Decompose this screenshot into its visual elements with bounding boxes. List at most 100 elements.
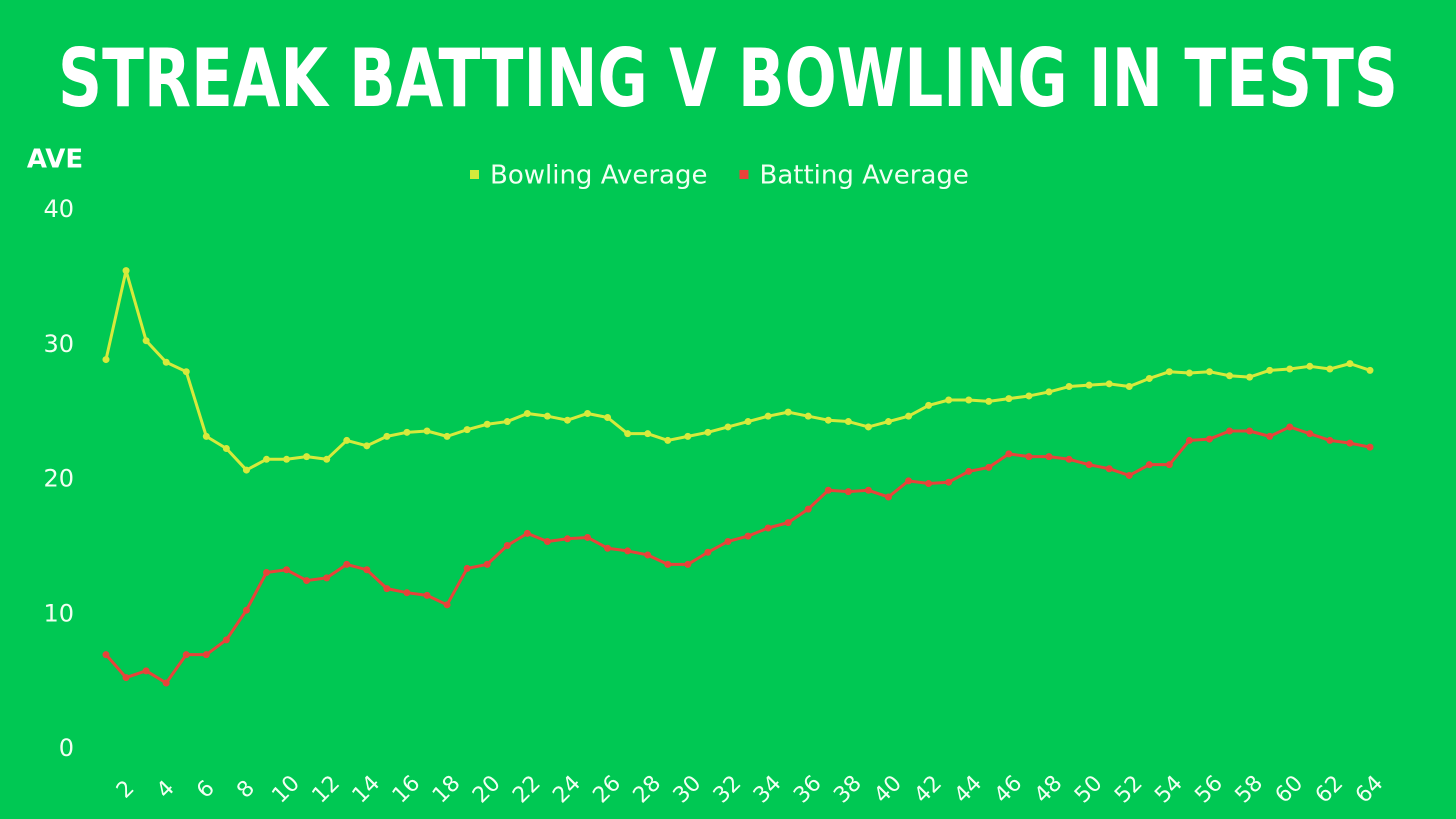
data-point xyxy=(1005,395,1013,403)
data-point xyxy=(483,560,491,568)
data-point xyxy=(543,412,551,420)
y-tick-label: 20 xyxy=(43,465,74,493)
data-point xyxy=(222,636,230,644)
data-point xyxy=(704,548,712,556)
data-point xyxy=(1346,360,1354,368)
data-point xyxy=(523,409,531,417)
data-point xyxy=(1005,450,1013,458)
y-tick-label: 40 xyxy=(43,195,74,223)
data-point xyxy=(122,674,130,682)
data-point xyxy=(343,560,351,568)
data-point xyxy=(1286,423,1294,431)
data-point xyxy=(1085,461,1093,469)
data-point xyxy=(1025,392,1033,400)
data-point xyxy=(1165,368,1173,376)
data-point xyxy=(1286,365,1294,373)
data-point xyxy=(303,453,311,461)
data-point xyxy=(423,591,431,599)
data-point xyxy=(764,524,772,532)
data-point xyxy=(503,418,511,426)
data-point xyxy=(1145,374,1153,382)
data-point xyxy=(1045,453,1053,461)
data-point xyxy=(884,418,892,426)
data-point xyxy=(884,493,892,501)
data-point xyxy=(1065,455,1073,463)
data-point xyxy=(1085,381,1093,389)
data-point xyxy=(403,589,411,597)
data-point xyxy=(102,356,110,364)
data-point xyxy=(824,486,832,494)
data-point xyxy=(523,529,531,537)
data-point xyxy=(844,488,852,496)
data-point xyxy=(1165,461,1173,469)
data-point xyxy=(1105,465,1113,473)
data-point xyxy=(724,537,732,545)
data-point xyxy=(604,414,612,422)
data-point xyxy=(684,432,692,440)
data-point xyxy=(323,574,331,582)
data-point xyxy=(724,423,732,431)
data-point xyxy=(925,401,933,409)
data-point xyxy=(102,651,110,659)
data-point xyxy=(1045,388,1053,396)
data-point xyxy=(563,535,571,543)
data-point xyxy=(1266,432,1274,440)
data-point xyxy=(664,560,672,568)
data-point xyxy=(242,466,250,474)
series-line xyxy=(104,269,1371,472)
data-point xyxy=(202,651,210,659)
data-point xyxy=(463,564,471,572)
legend-marker xyxy=(739,170,749,179)
data-point xyxy=(1366,443,1374,451)
data-point xyxy=(1326,436,1334,444)
data-point xyxy=(1306,362,1314,370)
data-point xyxy=(202,432,210,440)
data-point xyxy=(764,412,772,420)
data-point xyxy=(584,533,592,541)
data-point xyxy=(303,577,311,585)
data-point xyxy=(604,544,612,552)
data-point xyxy=(644,430,652,438)
data-point xyxy=(624,430,632,438)
series-line xyxy=(104,425,1371,685)
data-point xyxy=(1205,435,1213,443)
y-tick-label: 0 xyxy=(59,734,74,762)
data-point xyxy=(784,519,792,527)
data-point xyxy=(1226,372,1234,380)
data-point xyxy=(945,396,953,404)
data-point xyxy=(343,436,351,444)
data-point xyxy=(383,585,391,593)
data-point xyxy=(142,667,150,675)
data-point xyxy=(182,368,190,376)
data-point xyxy=(483,420,491,428)
data-point xyxy=(1125,471,1133,479)
data-point xyxy=(844,418,852,426)
data-point xyxy=(1025,453,1033,461)
data-point xyxy=(1366,366,1374,374)
data-point xyxy=(363,566,371,574)
data-point xyxy=(784,408,792,416)
data-point xyxy=(1185,436,1193,444)
data-point xyxy=(704,428,712,436)
data-point xyxy=(1246,373,1254,381)
data-point xyxy=(744,532,752,540)
data-point xyxy=(864,486,872,494)
data-point xyxy=(1306,430,1314,438)
data-point xyxy=(443,601,451,609)
data-point xyxy=(1065,383,1073,391)
data-point xyxy=(283,566,291,574)
data-point xyxy=(804,412,812,420)
data-point xyxy=(905,412,913,420)
data-point xyxy=(945,478,953,486)
data-point xyxy=(1346,439,1354,447)
data-point xyxy=(283,455,291,463)
data-point xyxy=(1105,380,1113,388)
data-point xyxy=(1205,368,1213,376)
data-point xyxy=(1326,365,1334,373)
data-point xyxy=(122,267,130,275)
data-point xyxy=(162,679,170,687)
data-point xyxy=(142,337,150,345)
data-point xyxy=(403,428,411,436)
data-point xyxy=(584,409,592,417)
